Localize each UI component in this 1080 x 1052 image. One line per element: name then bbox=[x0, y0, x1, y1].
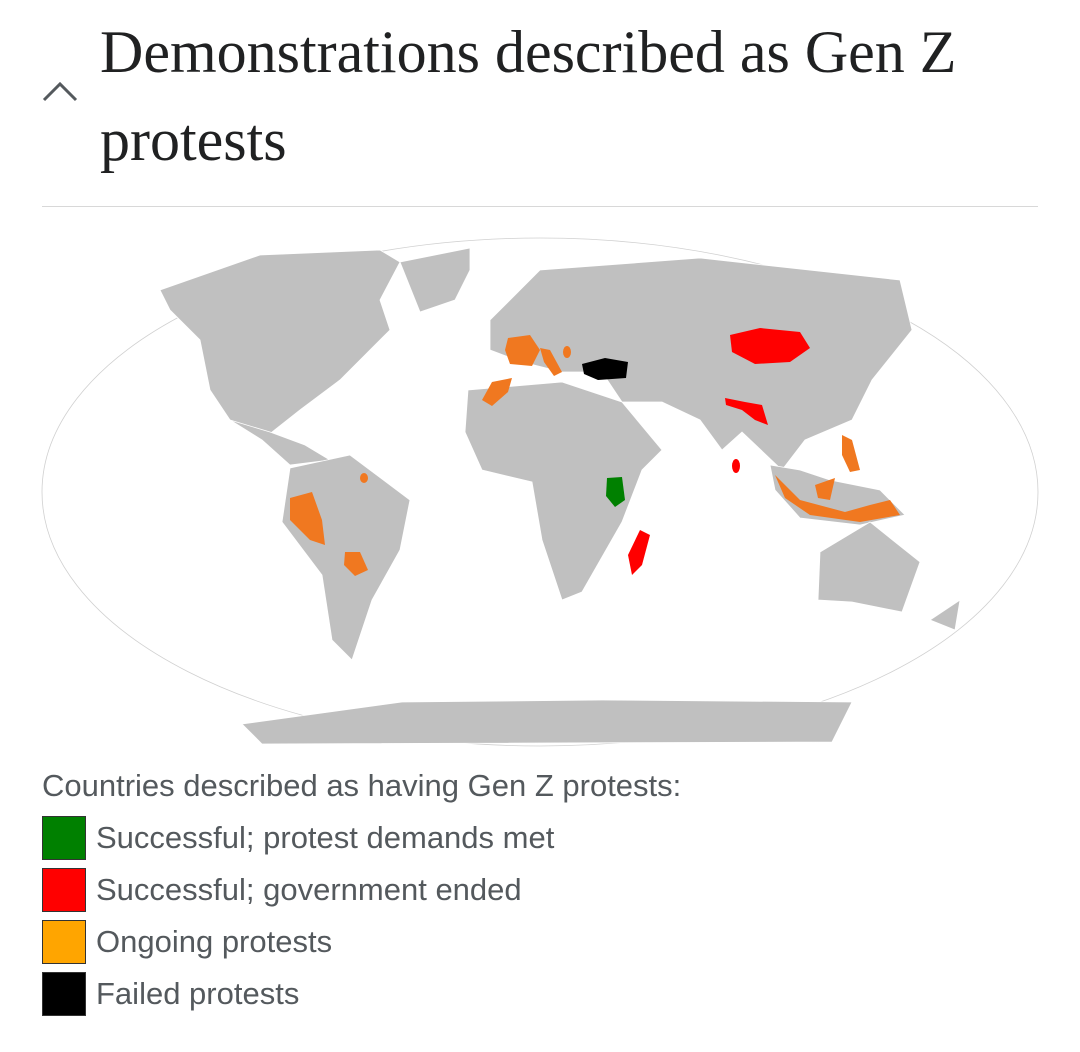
kenya bbox=[606, 477, 625, 507]
peru bbox=[290, 492, 325, 545]
legend-item: Successful; government ended bbox=[42, 868, 522, 912]
italy bbox=[540, 348, 562, 376]
legend-label: Failed protests bbox=[96, 976, 300, 1011]
legend-caption: Countries described as having Gen Z prot… bbox=[42, 768, 682, 803]
turkey bbox=[582, 358, 628, 380]
legend-swatch bbox=[42, 972, 86, 1016]
serbia bbox=[563, 346, 571, 358]
legend-label: Successful; protest demands met bbox=[96, 820, 555, 855]
france bbox=[505, 335, 540, 366]
africa bbox=[464, 381, 663, 601]
legend-swatch bbox=[42, 868, 86, 912]
legend-swatch bbox=[42, 816, 86, 860]
collapse-toggle[interactable] bbox=[40, 76, 80, 106]
legend-swatch bbox=[42, 920, 86, 964]
borneo bbox=[815, 478, 835, 500]
legend-item: Successful; protest demands met bbox=[42, 816, 554, 860]
section-title: Demonstrations described as Gen Z protes… bbox=[100, 19, 957, 173]
antarctica bbox=[241, 699, 853, 745]
madagascar bbox=[628, 530, 650, 575]
divider bbox=[42, 206, 1038, 207]
nepal-bangladesh bbox=[725, 398, 768, 425]
world-map[interactable] bbox=[40, 236, 1040, 748]
legend-item: Failed protests bbox=[42, 972, 299, 1016]
new-zealand bbox=[929, 599, 961, 631]
legend-label: Successful; government ended bbox=[96, 872, 522, 907]
north-america bbox=[159, 249, 401, 441]
indonesia bbox=[775, 475, 900, 522]
morocco bbox=[482, 378, 512, 406]
suriname bbox=[360, 473, 368, 483]
mongolia bbox=[730, 328, 810, 364]
australia bbox=[817, 521, 921, 613]
philippines bbox=[842, 435, 860, 472]
sri-lanka bbox=[732, 459, 740, 473]
paraguay bbox=[344, 552, 368, 576]
legend-label: Ongoing protests bbox=[96, 924, 333, 959]
legend-item: Ongoing protests bbox=[42, 920, 332, 964]
greenland bbox=[399, 247, 471, 313]
